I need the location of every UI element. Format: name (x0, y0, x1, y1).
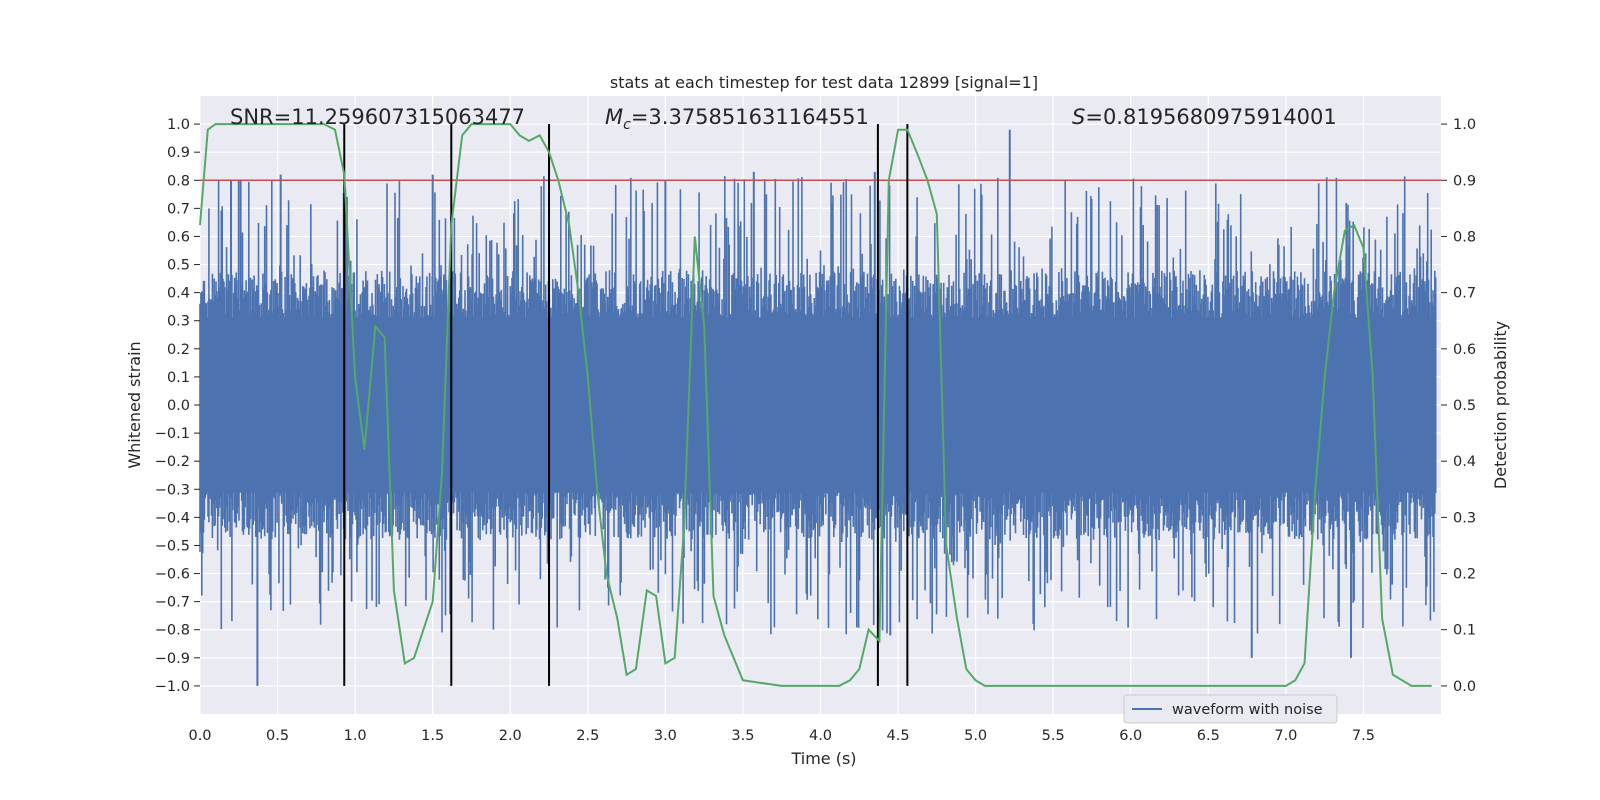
y-tick-label: −0.7 (155, 595, 190, 611)
y-tick-label: 0.7 (167, 201, 190, 217)
y-tick-label: −0.2 (155, 454, 190, 470)
waveform-series (199, 129, 1437, 686)
y-tick-label: 0.6 (167, 229, 190, 245)
y-tick-label: −0.6 (155, 567, 190, 583)
x-tick-label: 0.0 (188, 728, 211, 744)
y-tick-label: −0.5 (155, 538, 190, 554)
y-tick-label: −0.1 (155, 426, 190, 442)
y-tick-label: −0.8 (155, 623, 190, 639)
x-axis-ticks: 0.0 0.5 1.0 1.5 2.0 2.5 3.0 3.5 4.0 4.5 5.0 5.5 6.0 6… (188, 728, 1375, 744)
x-tick-label: 7.0 (1274, 728, 1297, 744)
x-tick-label: 6.0 (1119, 728, 1142, 744)
y-tick-label: 0.2 (167, 342, 190, 358)
x-axis-title: Time (s) (790, 749, 856, 768)
chirp-mass-annotation: Mc=3.375851631164551 (605, 105, 869, 133)
y-tick-label: 0.5 (167, 258, 190, 274)
x-tick-label: 1.5 (421, 728, 444, 744)
y-right-tick-label: 0.3 (1453, 510, 1476, 526)
y-tick-label: 0.4 (167, 286, 190, 302)
y-tick-label: −0.4 (155, 510, 190, 526)
y-axis-right-ticks: 1.0 0.9 0.8 0.7 0.6 0.5 0.4 0.3 0.2 0.1 0.0 (1441, 117, 1476, 695)
s-annotation: S=0.8195680975914001 (1072, 105, 1337, 129)
x-tick-label: 5.0 (964, 728, 987, 744)
y-right-tick-label: 1.0 (1453, 117, 1476, 133)
x-tick-label: 7.5 (1352, 728, 1375, 744)
y-right-tick-label: 0.6 (1453, 342, 1476, 358)
chirp-mass-subscript: c (623, 117, 631, 133)
x-tick-label: 3.5 (731, 728, 754, 744)
x-tick-label: 1.0 (344, 728, 367, 744)
s-value: =0.8195680975914001 (1085, 105, 1336, 129)
y-axis-title: Whitened strain (125, 341, 144, 468)
legend: waveform with noise (1123, 694, 1338, 724)
x-tick-label: 4.0 (809, 728, 832, 744)
y-tick-label: −0.9 (155, 651, 190, 667)
chirp-mass-symbol: M (605, 105, 623, 129)
x-tick-label: 4.5 (887, 728, 910, 744)
y-tick-label: 1.0 (167, 117, 190, 133)
y-tick-label: 0.3 (167, 314, 190, 330)
y-right-tick-label: 0.5 (1453, 398, 1476, 414)
y-tick-label: 0.1 (167, 370, 190, 386)
detection-probability-line (199, 123, 1432, 687)
s-symbol: S (1072, 105, 1085, 129)
waveform-core (200, 317, 1437, 493)
legend-label: waveform with noise (1172, 702, 1323, 718)
y-tick-label: 0.9 (167, 145, 190, 161)
y-right-tick-label: 0.4 (1453, 454, 1476, 470)
x-tick-label: 2.5 (576, 728, 599, 744)
x-tick-label: 5.5 (1042, 728, 1065, 744)
y-right-tick-label: 0.0 (1453, 679, 1476, 695)
y-axis-ticks: 1.0 0.9 0.8 0.7 0.6 0.5 0.4 0.3 0.2 0.1 0.0 −0.1 −0.… (155, 117, 200, 695)
snr-annotation: SNR=11.259607315063477 (230, 105, 525, 129)
y-right-tick-label: 0.1 (1453, 623, 1476, 639)
chart-title: stats at each timestep for test data 128… (610, 73, 1038, 92)
x-tick-label: 6.5 (1197, 728, 1220, 744)
y-right-tick-label: 0.8 (1453, 229, 1476, 245)
x-tick-label: 0.5 (266, 728, 289, 744)
x-tick-label: 2.0 (499, 728, 522, 744)
x-tick-label: 3.0 (654, 728, 677, 744)
y-tick-label: 0.0 (167, 398, 190, 414)
y-right-tick-label: 0.9 (1453, 173, 1476, 189)
y-tick-label: −0.3 (155, 482, 190, 498)
y-tick-label: −1.0 (155, 679, 190, 695)
legend-box (1123, 694, 1338, 724)
chirp-mass-value: =3.375851631164551 (631, 105, 869, 129)
y-axis-right-title: Detection probability (1491, 321, 1510, 489)
y-tick-label: 0.8 (167, 173, 190, 189)
y-right-tick-label: 0.7 (1453, 286, 1476, 302)
y-right-tick-label: 0.2 (1453, 567, 1476, 583)
